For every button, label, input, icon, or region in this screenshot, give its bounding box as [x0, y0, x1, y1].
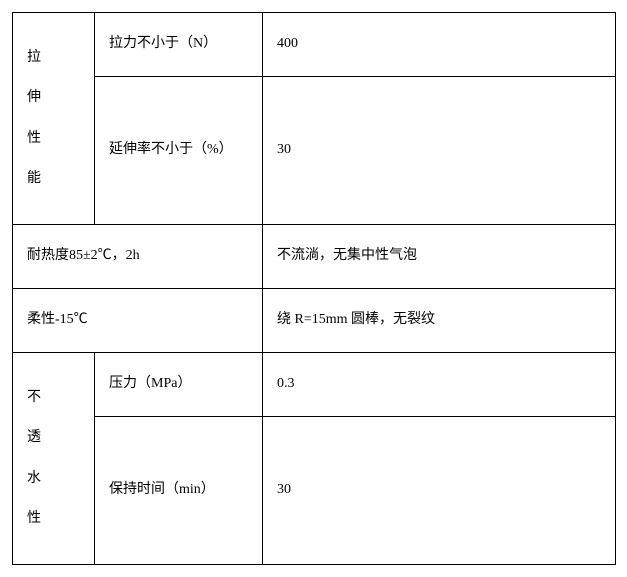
water-char-1: 透 [27, 427, 80, 449]
tensile-row-1-label: 延伸率不小于（%） [95, 77, 263, 225]
water-header: 不 透 水 性 [13, 353, 95, 565]
tensile-char-3: 能 [27, 168, 80, 190]
water-row-0-value: 0.3 [263, 353, 616, 417]
water-row-1-value: 30 [263, 417, 616, 565]
flex-value: 绕 R=15mm 圆棒，无裂纹 [263, 289, 616, 353]
tensile-header: 拉 伸 性 能 [13, 13, 95, 225]
heat-label: 耐热度85±2℃，2h [13, 225, 263, 289]
water-char-0: 不 [27, 387, 80, 409]
water-char-2: 水 [27, 468, 80, 490]
tensile-row-1-value: 30 [263, 77, 616, 225]
water-char-3: 性 [27, 508, 80, 530]
tensile-row-0-value: 400 [263, 13, 616, 77]
tensile-char-1: 伸 [27, 87, 80, 109]
water-row-0-label: 压力（MPa） [95, 353, 263, 417]
spec-table: 拉 伸 性 能 拉力不小于（N） 400 延伸率不小于（%） 30 耐热度85±… [12, 12, 616, 565]
water-row-1-label: 保持时间（min） [95, 417, 263, 565]
flex-label: 柔性-15℃ [13, 289, 263, 353]
heat-value: 不流淌，无集中性气泡 [263, 225, 616, 289]
tensile-row-0-label: 拉力不小于（N） [95, 13, 263, 77]
tensile-char-2: 性 [27, 128, 80, 150]
tensile-char-0: 拉 [27, 47, 80, 69]
